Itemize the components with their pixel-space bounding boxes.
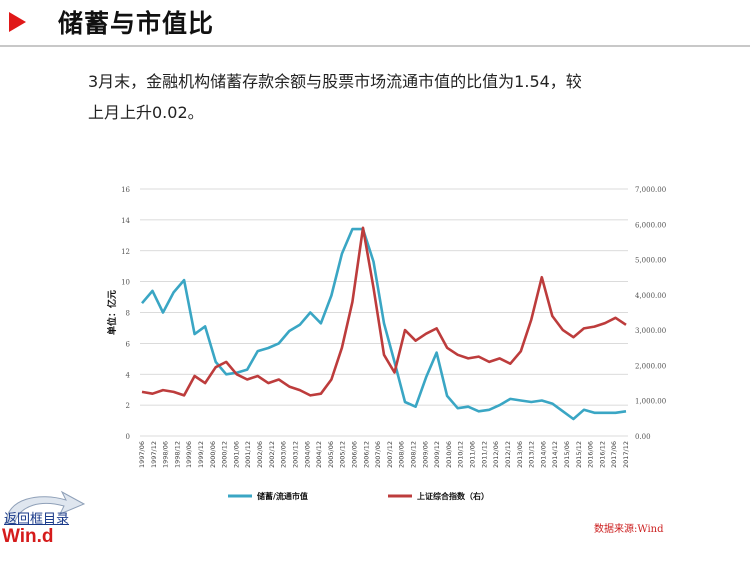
summary-text: 3月末，金融机构储蓄存款余额与股票市场流通市值的比值为1.54，较 上月上升0.… [88,66,688,128]
x-tick-label: 2006/06 [350,441,358,468]
y-right-tick-label: 0.00 [635,433,651,441]
x-tick-label: 2007/06 [374,441,382,468]
page-title: 储蓄与市值比 [58,9,215,38]
x-tick-label: 2008/12 [410,441,418,468]
x-tick-label: 2016/06 [587,441,595,468]
x-tick-label: 2000/12 [221,441,229,468]
x-tick-label: 2014/12 [551,441,559,468]
x-tick-label: 2009/06 [421,441,429,468]
y-axis-label: 单位：亿元 [106,290,118,335]
x-tick-label: 1998/06 [162,441,170,468]
x-tick-label: 2010/12 [457,441,465,468]
y-left-tick-label: 14 [121,217,130,225]
x-tick-label: 1999/12 [197,441,205,468]
legend-label: 储蓄/流通市值 [256,491,308,501]
y-left-tick-label: 8 [126,310,130,318]
x-tick-label: 2001/06 [232,441,240,468]
legend-label: 上证综合指数（右） [417,491,489,501]
data-source: 数据来源:Wind [594,524,664,535]
savings-ratio-chart: 0 2 4 6 8 10 12 14 16 0.00 1,000.00 2,000.00 3,000.0… [106,186,666,501]
return-arrow-icon [5,490,86,525]
y-right-tick-label: 5,000.00 [635,257,666,265]
x-tick-label: 2004/06 [303,441,311,468]
x-tick-label: 2014/06 [539,441,547,468]
x-tick-label: 2009/12 [433,441,441,468]
y-right-tick-label: 6,000.00 [635,221,666,229]
y-left-tick-label: 16 [121,186,130,194]
x-tick-label: 2003/12 [291,441,299,468]
y-left-tick-label: 2 [126,402,130,410]
y-right-tick-label: 4,000.00 [635,292,666,300]
x-tick-label: 1999/06 [185,441,193,468]
y-left-tick-label: 10 [121,279,130,287]
x-tick-label: 2005/06 [327,441,335,468]
header-divider [0,45,750,47]
back-to-contents-link[interactable]: 返回框目录 [4,512,70,527]
y-left-tick-label: 12 [121,248,130,256]
x-tick-label: 2012/06 [492,441,500,468]
y-left-tick-label: 6 [126,340,131,348]
x-tick-label: 2017/12 [622,441,630,468]
y-right-tick-label: 3,000.00 [635,327,666,335]
x-tick-label: 2013/06 [516,441,524,468]
x-tick-label: 1997/12 [150,441,158,468]
y-left-tick-label: 0 [126,433,130,441]
page-header: 储蓄与市值比 [0,0,750,48]
x-tick-label: 2002/06 [256,441,264,468]
y-right-tick-label: 7,000.00 [635,186,666,194]
savings-ratio-line [141,227,627,421]
x-tick-label: 2016/12 [598,441,606,468]
x-tick-label: 2015/12 [575,441,583,468]
y-left-tick-label: 4 [126,371,131,379]
y-right-tick-label: 2,000.00 [635,362,666,370]
x-tick-label: 2006/12 [362,441,370,468]
x-tick-label: 2008/06 [398,441,406,468]
summary-line-1: 3月末，金融机构储蓄存款余额与股票市场流通市值的比值为1.54，较 [88,72,582,91]
red-triangle-icon [9,12,26,32]
x-tick-label: 2010/06 [445,441,453,468]
x-tick-label: 2013/12 [528,441,536,468]
x-tick-label: 2001/12 [244,441,252,468]
x-tick-label: 2003/06 [280,441,288,468]
x-tick-label: 2005/12 [339,441,347,468]
wind-logo: 返回框目录 Win.d [0,488,90,558]
x-tick-label: 1998/12 [173,441,181,468]
wind-logo-text: Win.d [2,526,54,547]
x-tick-label: 2000/06 [209,441,217,468]
x-tick-label: 2012/12 [504,441,512,468]
x-tick-label: 2002/12 [268,441,276,468]
sse-index-line [141,226,627,397]
x-tick-label: 2011/06 [469,441,477,468]
x-tick-label: 1997/06 [138,441,146,468]
summary-line-2: 上月上升0.02。 [88,103,204,122]
x-tick-label: 2015/06 [563,441,571,468]
x-tick-label: 2007/12 [386,441,394,468]
x-tick-label: 2004/12 [315,441,323,468]
y-right-tick-label: 1,000.00 [635,398,666,406]
x-tick-label: 2011/12 [480,441,488,468]
x-tick-label: 2017/06 [610,441,618,468]
